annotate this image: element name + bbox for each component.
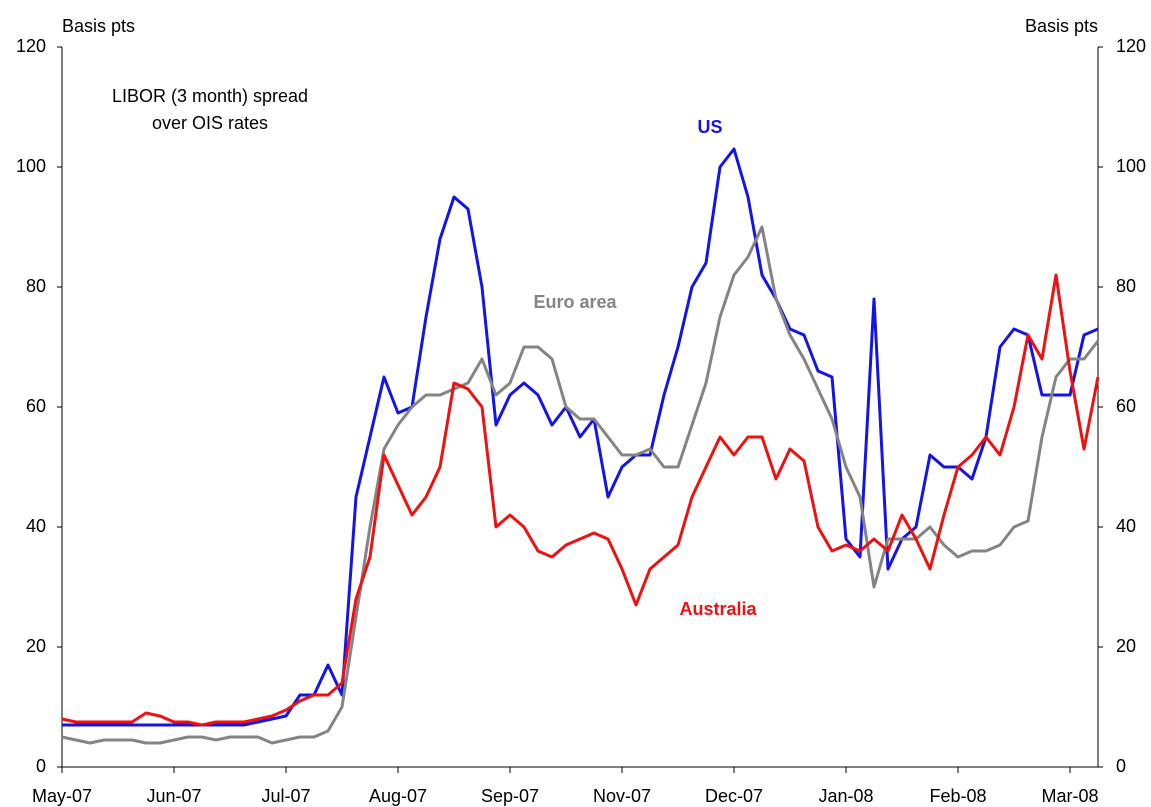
y-axis-label-left: Basis pts	[62, 16, 135, 36]
y-tick-label: 20	[1116, 636, 1136, 656]
x-tick-label: May-07	[32, 786, 92, 806]
y-axis-label-right: Basis pts	[1025, 16, 1098, 36]
y-tick-label: 60	[26, 396, 46, 416]
y-tick-label: 0	[1116, 756, 1126, 776]
x-tick-label: Sep-07	[481, 786, 539, 806]
x-tick-label: Jun-07	[146, 786, 201, 806]
y-tick-label: 40	[26, 516, 46, 536]
series-label: Australia	[679, 599, 757, 619]
y-tick-label: 120	[1116, 36, 1146, 56]
y-tick-label: 20	[26, 636, 46, 656]
x-tick-label: Jul-07	[261, 786, 310, 806]
x-tick-label: Jan-08	[818, 786, 873, 806]
y-tick-label: 100	[1116, 156, 1146, 176]
x-tick-label: Aug-07	[369, 786, 427, 806]
series-line	[62, 147, 1099, 727]
y-tick-label: 80	[1116, 276, 1136, 296]
x-tick-label: Feb-08	[929, 786, 986, 806]
x-tick-label: Mar-08	[1041, 786, 1098, 806]
series-line	[61, 225, 1100, 745]
note: LIBOR (3 month) spread	[112, 86, 308, 106]
y-tick-label: 120	[16, 36, 46, 56]
y-tick-label: 100	[16, 156, 46, 176]
note: over OIS rates	[152, 113, 268, 133]
x-tick-label: Nov-07	[593, 786, 651, 806]
series-label: US	[697, 117, 722, 137]
series-label: Euro area	[533, 292, 617, 312]
y-tick-label: 40	[1116, 516, 1136, 536]
y-tick-label: 80	[26, 276, 46, 296]
x-tick-label: Dec-07	[705, 786, 763, 806]
series-line	[61, 273, 1100, 727]
y-tick-label: 0	[36, 756, 46, 776]
y-tick-label: 60	[1116, 396, 1136, 416]
